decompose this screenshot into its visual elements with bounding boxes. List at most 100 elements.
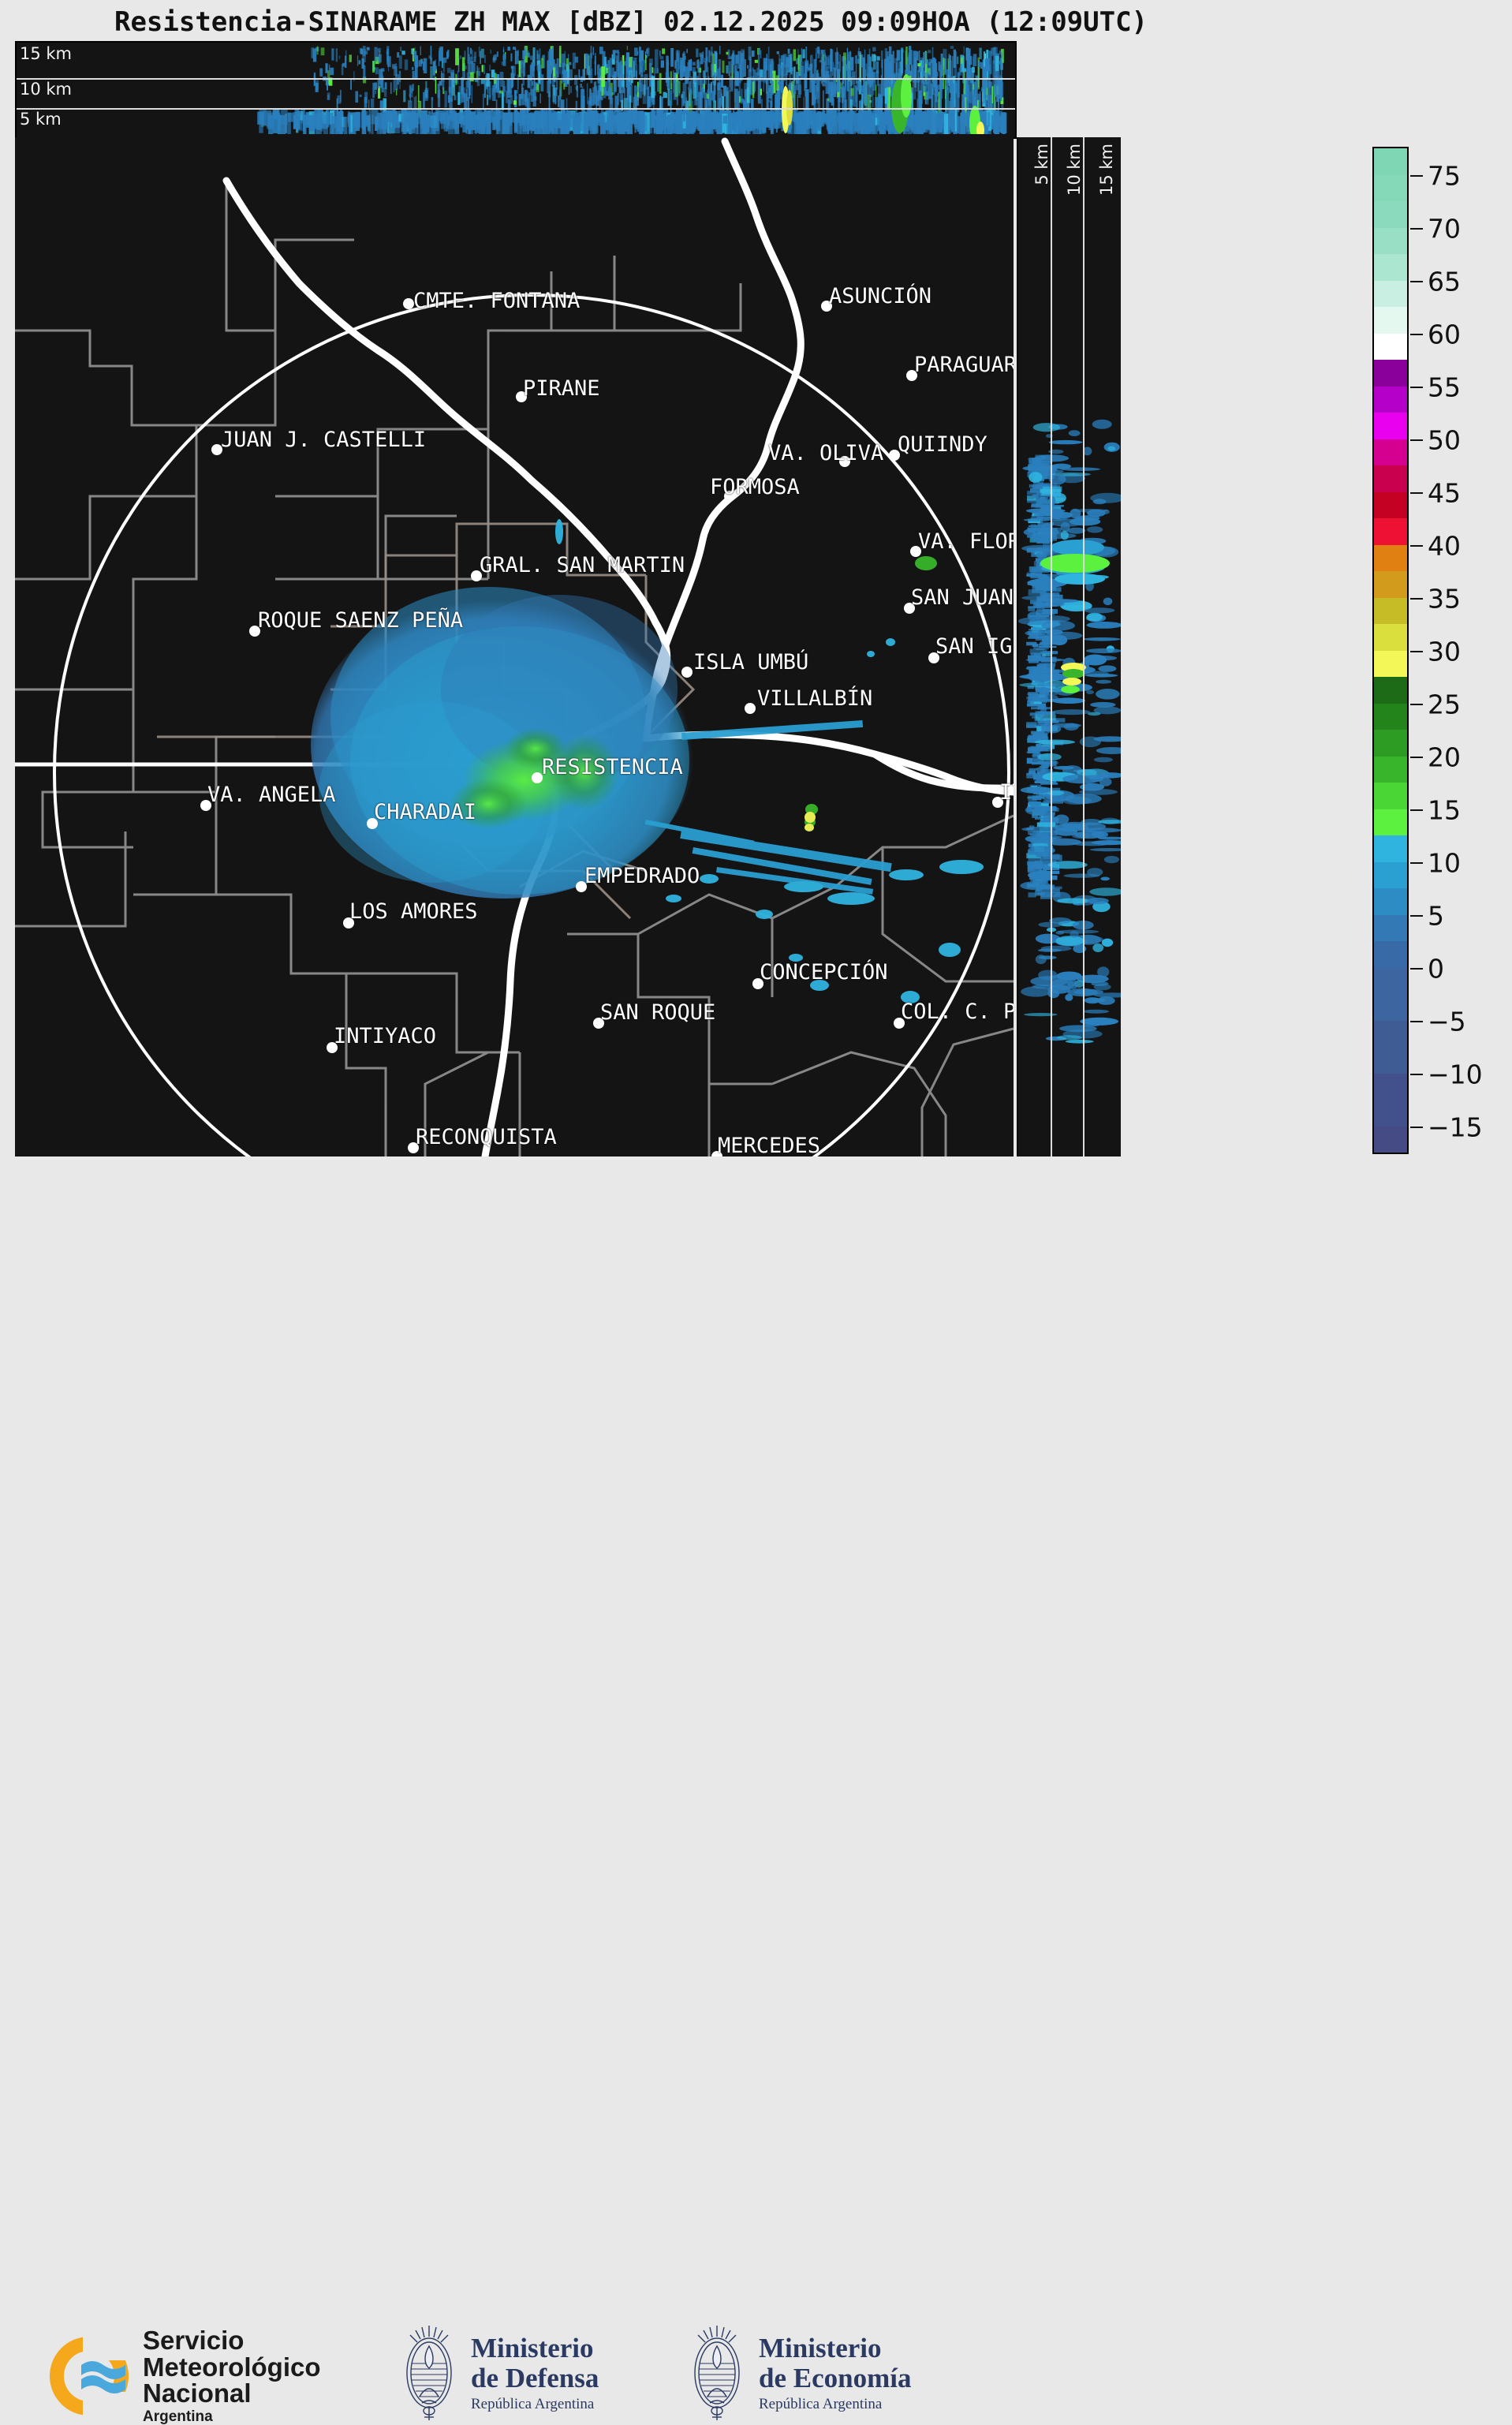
right-xsec-echo-blob xyxy=(1023,518,1051,522)
xsec-echo-pixel xyxy=(688,67,689,84)
xsec-echo-pixel xyxy=(581,86,584,94)
xsec-echo-pixel xyxy=(392,111,395,130)
xsec-echo-pixel xyxy=(958,116,963,136)
xsec-echo-pixel xyxy=(519,94,524,99)
colorbar-segment xyxy=(1374,227,1407,255)
xsec-echo-pixel xyxy=(594,114,601,123)
xsec-echo-pixel xyxy=(464,65,467,69)
xsec-echo-pixel xyxy=(787,48,790,54)
xsec-echo-pixel xyxy=(384,88,387,97)
xsec-echo-pixel xyxy=(861,85,864,93)
xsec-echo-pixel xyxy=(635,110,641,129)
xsec-echo-pixel xyxy=(471,50,473,60)
xsec-echo-pixel xyxy=(604,56,607,75)
xsec-echo-pixel xyxy=(969,79,973,103)
xsec-echo-pixel xyxy=(263,110,267,126)
xsec-echo-pixel xyxy=(776,92,780,121)
right-xsec-echo-blob xyxy=(1035,933,1061,944)
colorbar-gradient xyxy=(1372,147,1409,1154)
xsec-echo-pixel xyxy=(542,55,543,61)
xsec-echo-pixel xyxy=(752,81,755,99)
xsec-echo-pixel xyxy=(853,85,857,107)
right-xsec-echo-pixel xyxy=(1029,525,1045,528)
xsec-echo-pixel xyxy=(776,51,779,54)
xsec-echo-pixel xyxy=(586,54,590,76)
xsec-echo-pixel xyxy=(303,114,307,136)
xsec-echo-pixel xyxy=(826,115,834,129)
xsec-echo-pixel xyxy=(522,109,529,119)
xsec-echo-pixel xyxy=(919,50,920,63)
xsec-echo-pixel xyxy=(958,67,962,76)
xsec-echo-pixel xyxy=(995,99,997,114)
xsec-echo-pixel xyxy=(823,83,826,87)
xsec-echo-pixel xyxy=(394,77,398,91)
xsec-echo-pixel xyxy=(690,58,693,64)
right-xsec-echo-blob xyxy=(1060,467,1101,471)
radar-map-panel[interactable]: CMTE. FONTANAASUNCIÓNPARAGUARÍPIRANEJUAN… xyxy=(15,137,1014,1156)
xsec-echo-pixel xyxy=(354,114,358,131)
xsec-echo-pixel xyxy=(557,114,563,136)
xsec-echo-pixel xyxy=(488,95,491,100)
colorbar-segment xyxy=(1374,307,1407,334)
xsec-echo-pixel xyxy=(368,109,371,134)
xsec-echo-pixel xyxy=(599,47,603,54)
right-xsec-echo-pixel xyxy=(1041,888,1060,894)
xsec-echo-pixel xyxy=(566,98,568,117)
xsec-echo-pixel xyxy=(884,88,889,104)
right-xsec-gridline-10km xyxy=(1083,137,1085,1156)
xsec-echo-pixel xyxy=(644,73,648,90)
xsec-echo-pixel xyxy=(805,111,812,125)
xsec-echo-pixel xyxy=(952,76,956,108)
right-xsec-echo-blob xyxy=(1088,712,1101,716)
right-xsec-echo-blob xyxy=(1083,1009,1110,1014)
xsec-echo-pixel xyxy=(642,84,646,95)
xsec-echo-pixel xyxy=(712,100,715,113)
xsec-echo-pixel xyxy=(620,111,625,131)
xsec-echo-pixel xyxy=(876,71,879,74)
colorbar-segment xyxy=(1374,835,1407,863)
xsec-echo-pixel xyxy=(707,66,709,78)
xsec-echo-pixel xyxy=(784,65,788,68)
xsec-echo-pixel xyxy=(943,114,949,136)
xsec-echo-pixel xyxy=(965,69,968,80)
xsec-echo-pixel xyxy=(717,82,721,91)
xsec-echo-pixel xyxy=(729,56,733,59)
xsec-echo-pixel xyxy=(747,65,749,69)
xsec-echo-pixel xyxy=(439,47,442,62)
colorbar-tick xyxy=(1410,703,1423,705)
xsec-echo-pixel xyxy=(659,96,663,115)
xsec-echo-pixel xyxy=(518,60,521,77)
xsec-echo-pixel xyxy=(366,47,370,50)
xsec-echo-pixel xyxy=(548,92,551,112)
xsec-echo-pixel xyxy=(844,100,846,121)
xsec-echo-pixel xyxy=(319,68,323,77)
xsec-echo-pixel xyxy=(880,75,883,105)
right-xsec-echo-pixel xyxy=(1037,712,1045,718)
xsec-echo-pixel xyxy=(447,50,450,57)
xsec-echo-pixel xyxy=(770,61,775,72)
xsec-echo-pixel xyxy=(810,55,812,70)
xsec-echo-pixel xyxy=(374,82,377,90)
xsec-echo-pixel xyxy=(726,51,729,55)
right-xsec-echo-blob xyxy=(1060,521,1070,532)
xsec-echo-pixel xyxy=(698,62,701,85)
xsec-echo-pixel xyxy=(999,61,1002,65)
xsec-echo-pixel xyxy=(860,99,863,105)
right-xsec-echo-pixel xyxy=(1030,701,1042,704)
xsec-echo-pixel xyxy=(722,115,728,124)
xsec-echo-pixel xyxy=(320,47,325,56)
xsec-echo-pixel xyxy=(928,67,931,77)
right-xsec-echo-pixel xyxy=(1028,470,1035,473)
xsec-echo-pixel xyxy=(569,69,573,80)
xsec-echo-pixel xyxy=(559,87,562,101)
xsec-echo-pixel xyxy=(496,51,498,58)
xsec-echo-pixel xyxy=(599,112,604,136)
xsec-echo-pixel xyxy=(371,109,379,125)
xsec-echo-pixel xyxy=(620,60,623,81)
right-xsec-echo-blob xyxy=(1086,689,1094,695)
right-xsec-echo-blob xyxy=(1039,809,1046,816)
right-xsec-echo-blob xyxy=(1038,970,1058,981)
xsec-echo-pixel xyxy=(395,63,397,78)
xsec-echo-pixel xyxy=(470,61,474,64)
xsec-echo-pixel xyxy=(525,91,528,107)
